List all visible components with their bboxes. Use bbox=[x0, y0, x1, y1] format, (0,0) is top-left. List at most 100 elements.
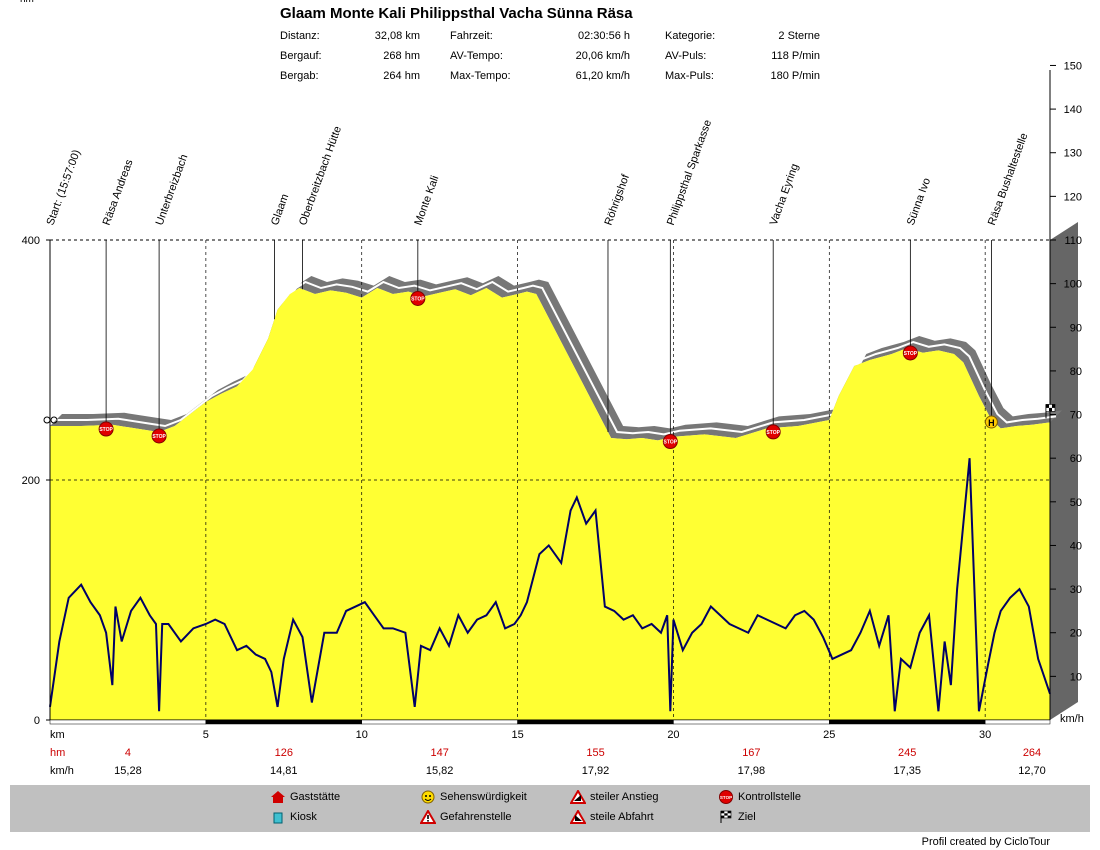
segment-speed-value: 14,81 bbox=[270, 765, 298, 777]
stat-value: 02:30:56 h bbox=[578, 30, 630, 42]
stat-label: Max-Tempo: bbox=[450, 70, 511, 82]
y-axis-unit-label: hm bbox=[20, 0, 34, 5]
x-tick-label: 25 bbox=[823, 729, 835, 741]
credit-text: Profil created by CicloTour bbox=[921, 836, 1050, 848]
y-tick-label-right: 150 bbox=[1064, 60, 1082, 72]
bus-stop-icon bbox=[984, 415, 998, 429]
x-axis-unit: km bbox=[50, 729, 65, 741]
waypoint-label: Sünna Ivo bbox=[905, 176, 933, 227]
y-tick-label-right: 30 bbox=[1070, 584, 1082, 596]
row-unit-kmh: km/h bbox=[50, 765, 74, 777]
legend-item: Gaststätte bbox=[270, 790, 340, 804]
stop-icon bbox=[410, 290, 426, 306]
stat-label: AV-Puls: bbox=[665, 50, 707, 62]
segment-speed-value: 15,82 bbox=[426, 765, 454, 777]
legend-item: Kiosk bbox=[270, 810, 317, 824]
legend-item: steiler Anstieg bbox=[569, 789, 658, 804]
stats-row: Distanz: 32,08 km Fahrzeit: 02:30:56 h K… bbox=[280, 30, 840, 50]
waypoint-label: Vacha Eyring bbox=[768, 162, 801, 227]
y-tick-label-right: 40 bbox=[1070, 540, 1082, 552]
y-tick-label-left: 400 bbox=[22, 235, 40, 247]
restaurant-icon bbox=[270, 790, 286, 804]
x-tick-label: 15 bbox=[511, 729, 523, 741]
finish-flag-icon bbox=[1052, 404, 1055, 408]
stats-table: Distanz: 32,08 km Fahrzeit: 02:30:56 h K… bbox=[280, 30, 840, 90]
stop-icon-text: STOP bbox=[99, 427, 113, 433]
km-bar-segment bbox=[517, 719, 674, 725]
start-bike-icon bbox=[43, 416, 51, 424]
stop-icon bbox=[662, 434, 678, 450]
page-title: Glaam Monte Kali Philippsthal Vacha Sünn… bbox=[280, 5, 633, 22]
stop-icon: STOP bbox=[718, 790, 734, 804]
stop-icon bbox=[98, 421, 114, 437]
stat-value: 264 hm bbox=[383, 70, 420, 82]
km-bar-segment bbox=[205, 719, 362, 725]
stop-icon-text: STOP bbox=[411, 296, 425, 302]
row-unit-hm: hm bbox=[50, 747, 65, 759]
stop-icon-text: STOP bbox=[766, 430, 780, 436]
y-tick-label-right: 110 bbox=[1064, 235, 1082, 247]
stop-icon bbox=[902, 345, 918, 361]
legend-item: Ziel bbox=[718, 810, 756, 824]
y-tick-label-right: 90 bbox=[1070, 322, 1082, 334]
y-tick-label-right: 100 bbox=[1064, 279, 1082, 291]
stat-value: 268 hm bbox=[383, 50, 420, 62]
stat-label: AV-Tempo: bbox=[450, 50, 503, 62]
legend-item: steile Abfahrt bbox=[569, 809, 654, 824]
km-bar-segment bbox=[361, 719, 518, 725]
waypoint-label: Monte Kali bbox=[412, 174, 441, 227]
stop-icon bbox=[151, 428, 167, 444]
svg-text:STOP: STOP bbox=[720, 795, 732, 800]
km-bar-segment bbox=[673, 719, 830, 725]
km-bar-segment bbox=[829, 719, 986, 725]
stop-icon-text: STOP bbox=[904, 351, 918, 357]
legend: Gaststätte Kiosk Sehenswürdigkeit Gefahr… bbox=[10, 785, 1090, 832]
y-tick-label-right: 60 bbox=[1070, 453, 1082, 465]
km-bar-segment bbox=[49, 719, 207, 725]
stop-icon bbox=[765, 424, 781, 440]
stat-label: Bergab: bbox=[280, 70, 319, 82]
stat-value: 180 P/min bbox=[770, 70, 820, 82]
segment-speed-value: 17,35 bbox=[893, 765, 921, 777]
segment-hm-value: 126 bbox=[275, 747, 293, 759]
start-bike-icon bbox=[50, 416, 58, 424]
waypoint-label: Start: (15:57:00) bbox=[45, 148, 83, 227]
finish-flag-icon bbox=[1049, 407, 1052, 412]
stats-row: Bergauf: 268 hm AV-Tempo: 20,06 km/h AV-… bbox=[280, 50, 840, 70]
stop-icon-text: STOP bbox=[152, 434, 166, 440]
legend-label: Ziel bbox=[738, 811, 756, 823]
waypoint-label: Räsa Bushaltestelle bbox=[986, 132, 1031, 227]
x-tick-label: 10 bbox=[356, 729, 368, 741]
segment-hm-value: 4 bbox=[125, 747, 131, 759]
y-tick-label-right: 80 bbox=[1070, 366, 1082, 378]
sight-icon bbox=[420, 790, 436, 804]
finish-flag-icon bbox=[718, 810, 734, 824]
y-tick-label-left: 0 bbox=[34, 715, 40, 727]
legend-label: steile Abfahrt bbox=[590, 811, 654, 823]
stat-label: Distanz: bbox=[280, 30, 320, 42]
stat-label: Max-Puls: bbox=[665, 70, 714, 82]
legend-label: Sehenswürdigkeit bbox=[440, 791, 527, 803]
waypoint-label: Oberbreitzbach Hütte bbox=[297, 125, 344, 227]
stat-label: Fahrzeit: bbox=[450, 30, 493, 42]
waypoint-label: Glaam bbox=[269, 192, 291, 227]
segment-speed-value: 17,92 bbox=[582, 765, 610, 777]
y-tick-label-right: 20 bbox=[1070, 628, 1082, 640]
waypoint-label: Unterbreizbach bbox=[154, 153, 191, 227]
y-tick-label-left: 200 bbox=[22, 475, 40, 487]
elevation-profile-chart: 0 200 400 10 20 30 40 50 60 70 80 90 100 110 120 130 140… bbox=[22, 60, 1084, 777]
legend-label: Gefahrenstelle bbox=[440, 811, 512, 823]
elevation-area bbox=[50, 288, 1050, 720]
segment-hm-value: 147 bbox=[430, 747, 448, 759]
kiosk-icon bbox=[270, 810, 286, 824]
segment-speed-value: 15,28 bbox=[114, 765, 142, 777]
segment-speed-value: 17,98 bbox=[738, 765, 766, 777]
y-tick-label-right: 10 bbox=[1070, 671, 1082, 683]
legend-item: STOP Kontrollstelle bbox=[718, 790, 801, 804]
bus-stop-icon-text: H bbox=[988, 418, 995, 428]
legend-label: Kontrollstelle bbox=[738, 791, 801, 803]
legend-item: Sehenswürdigkeit bbox=[420, 790, 527, 804]
danger-icon bbox=[419, 809, 437, 824]
segment-hm-value: 245 bbox=[898, 747, 916, 759]
y-tick-label-right: 120 bbox=[1064, 191, 1082, 203]
